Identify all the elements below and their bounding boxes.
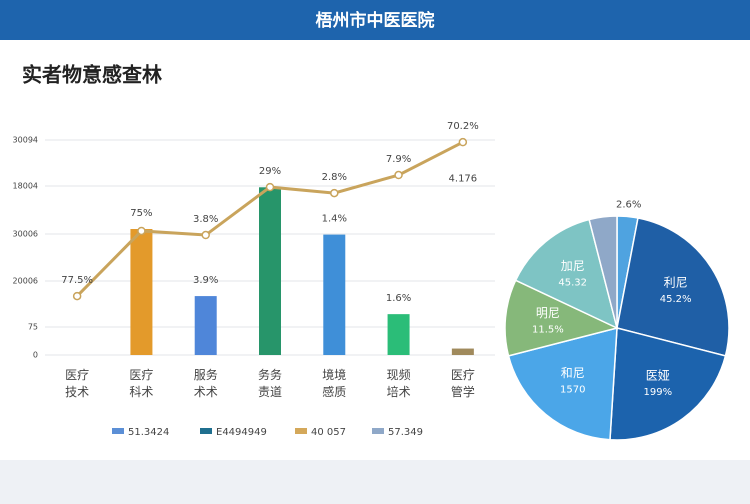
pie-name: 医娅	[646, 369, 670, 383]
legend-swatch	[295, 428, 307, 434]
bar-label: 75%	[130, 208, 152, 219]
bar-label: 1.6%	[386, 293, 411, 304]
bar-label: 3.9%	[193, 275, 218, 286]
line-label: 70.2%	[447, 121, 479, 132]
line-label: 7.9%	[386, 154, 411, 165]
bar-label: 4.176	[449, 174, 478, 185]
line-point	[265, 182, 275, 192]
bar	[451, 348, 474, 355]
bar	[387, 314, 410, 355]
pie-slice	[507, 327, 618, 441]
line-point	[458, 137, 468, 147]
pie-label: 1570	[560, 385, 585, 396]
bar-label: 1.4%	[322, 214, 347, 225]
header-title: 梧州市中医医院	[316, 10, 435, 31]
bar	[194, 296, 217, 355]
section-title: 实者物意感查林	[22, 63, 162, 87]
pie-name: 明尼	[536, 306, 560, 320]
x-tick-label: 医疗管学	[451, 368, 475, 399]
line-point	[137, 226, 146, 236]
y-tick-label: 18004	[13, 182, 38, 191]
pie-name: 和尼	[561, 366, 585, 380]
legend: 51.3424 E4494949 40 057 57.349	[112, 427, 423, 438]
x-tick-label: 医疗科术	[129, 368, 153, 399]
x-tick-label: 医疗技术	[65, 368, 89, 399]
header-bar	[0, 0, 750, 40]
x-tick-label: 境境感质	[322, 367, 346, 399]
legend-swatch	[200, 428, 212, 434]
legend-label: 40 057	[311, 427, 346, 438]
pie-name: 利尼	[664, 275, 688, 289]
y-tick-label: 30006	[13, 229, 38, 238]
bar	[259, 187, 281, 355]
legend-swatch	[372, 428, 384, 434]
pie-slice	[588, 215, 618, 329]
x-tick-label: 现频培术	[387, 368, 411, 399]
legend-label: 51.3424	[128, 427, 169, 438]
pie-slice	[616, 217, 730, 357]
line-point	[394, 170, 403, 180]
y-tick-label: 0	[33, 351, 38, 360]
pie-chart: 2.6% 利尼 45.2% 医娅 199% 和尼 1570 明尼 11.5% 加尼 45.32	[504, 200, 730, 441]
pie-label: 199%	[644, 387, 673, 398]
line-point	[330, 188, 339, 198]
legend-label: E4494949	[216, 427, 267, 438]
pie-label: 45.2%	[660, 294, 692, 305]
line-label: 77.5%	[61, 275, 93, 286]
bar	[130, 229, 153, 355]
pie-slice	[504, 279, 620, 357]
pie-slice	[609, 327, 727, 441]
pie-label: 2.6%	[616, 200, 641, 211]
pie-slice	[514, 218, 619, 330]
y-tick-label: 30094	[13, 136, 38, 145]
bar-line-chart: 0 75 20006 30006 18004 30094 医疗技术 医疗科术 75% 服务术术 3.…	[13, 121, 495, 399]
y-tick-label: 20006	[13, 277, 38, 286]
pie-name: 加尼	[561, 259, 585, 273]
line-point	[201, 230, 210, 240]
x-tick-label: 务务责道	[258, 367, 282, 399]
line-label: 2.8%	[322, 172, 347, 183]
legend-label: 57.349	[388, 427, 423, 438]
line-label: 3.8%	[193, 214, 218, 225]
x-tick-label: 服务术术	[194, 367, 218, 399]
legend-swatch	[112, 428, 124, 434]
y-tick-label: 75	[28, 323, 38, 332]
line-point	[72, 291, 82, 301]
line-label: 29%	[259, 166, 281, 177]
pie-label: 11.5%	[532, 324, 564, 335]
bar	[323, 234, 346, 355]
pie-label: 45.32	[558, 277, 587, 288]
